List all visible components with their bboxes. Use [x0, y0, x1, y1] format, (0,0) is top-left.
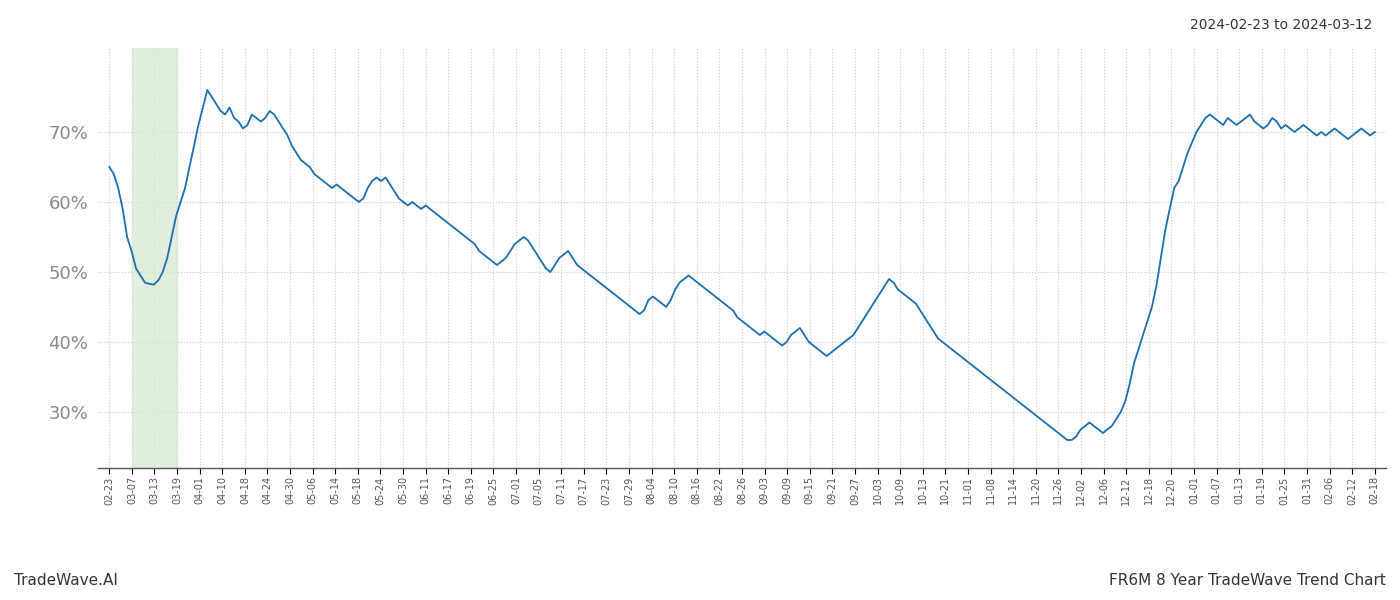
Text: 2024-02-23 to 2024-03-12: 2024-02-23 to 2024-03-12 — [1190, 18, 1372, 32]
Bar — [132, 48, 176, 468]
Text: FR6M 8 Year TradeWave Trend Chart: FR6M 8 Year TradeWave Trend Chart — [1109, 573, 1386, 588]
Text: TradeWave.AI: TradeWave.AI — [14, 573, 118, 588]
